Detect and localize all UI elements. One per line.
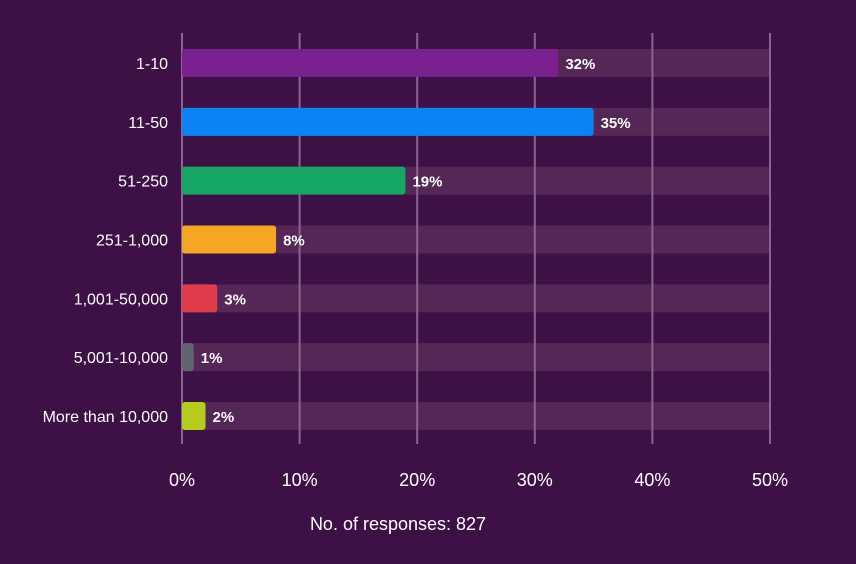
bar bbox=[182, 49, 559, 77]
x-axis-tick-labels: 0% 10% 20% 30% 40% 50% bbox=[169, 470, 788, 490]
category-label: More than 10,000 bbox=[43, 409, 169, 426]
responses-count-label: No. of responses: 827 bbox=[310, 514, 486, 534]
bar bbox=[182, 225, 277, 254]
category-labels: 1-10 11-50 51-250 251-1,000 1,001-50,000 5,00… bbox=[43, 56, 169, 426]
value-label: 32% bbox=[565, 56, 595, 73]
bar bbox=[182, 166, 406, 195]
value-labels: 32% 35% 19% 8% 3% 1% 2% bbox=[201, 56, 631, 426]
x-tick-label: 20% bbox=[399, 470, 435, 490]
x-tick-label: 50% bbox=[752, 470, 788, 490]
value-label: 2% bbox=[213, 409, 235, 426]
category-label: 1,001-50,000 bbox=[74, 291, 168, 308]
bar-track bbox=[182, 225, 770, 254]
x-tick-label: 40% bbox=[634, 470, 670, 490]
category-label: 5,001-10,000 bbox=[74, 350, 168, 367]
bar-track bbox=[182, 284, 770, 313]
bar-track bbox=[182, 343, 770, 372]
category-label: 11-50 bbox=[128, 115, 168, 132]
bar bbox=[182, 401, 206, 430]
value-label: 3% bbox=[224, 291, 246, 308]
value-label: 19% bbox=[412, 174, 442, 191]
category-label: 1-10 bbox=[136, 56, 168, 73]
bar bbox=[182, 107, 594, 136]
bar bbox=[182, 284, 218, 313]
category-label: 251-1,000 bbox=[96, 232, 168, 249]
x-tick-label: 0% bbox=[169, 470, 195, 490]
category-label: 51-250 bbox=[118, 174, 168, 191]
bar-track bbox=[182, 401, 770, 430]
value-label: 35% bbox=[601, 115, 631, 132]
value-label: 1% bbox=[201, 350, 223, 367]
bar-tracks bbox=[182, 49, 770, 430]
x-tick-label: 10% bbox=[282, 470, 318, 490]
bars bbox=[182, 49, 594, 430]
bar bbox=[182, 343, 194, 372]
value-label: 8% bbox=[283, 232, 305, 249]
x-tick-label: 30% bbox=[517, 470, 553, 490]
